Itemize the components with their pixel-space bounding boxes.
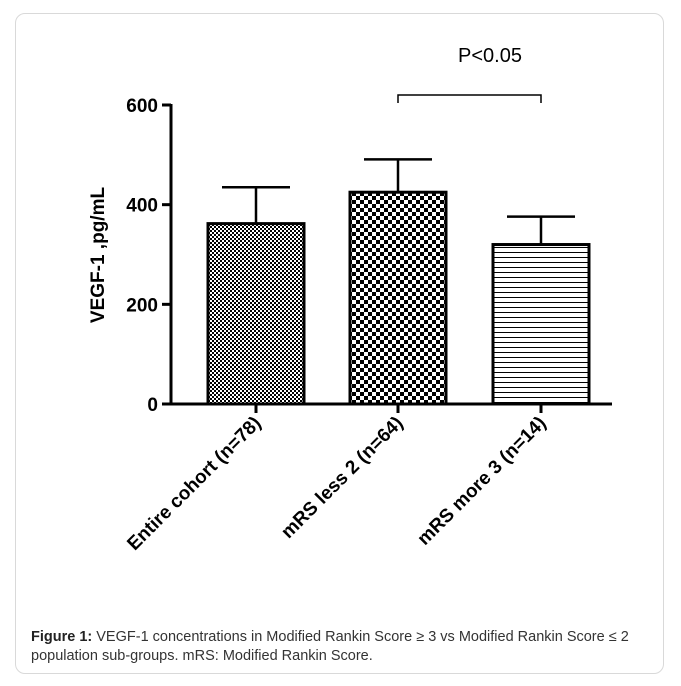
y-tick-label: 200 xyxy=(126,295,158,316)
significance-bracket xyxy=(397,94,542,103)
y-tick-label: 600 xyxy=(126,96,158,117)
p-value-label: P<0.05 xyxy=(458,45,522,67)
x-tick-label: mRS more 3 (n=14) xyxy=(414,413,551,550)
caption-text: VEGF-1 concentrations in Modified Rankin… xyxy=(31,629,629,664)
x-tick-label: Entire cohort (n=78) xyxy=(123,413,265,555)
significance-annotation: P<0.05 xyxy=(397,45,542,103)
y-axis-label: VEGF-1 ,pg/mL xyxy=(88,187,109,324)
bar xyxy=(348,190,448,406)
caption-label: Figure 1: xyxy=(31,629,93,645)
y-tick-label: 0 xyxy=(147,395,158,416)
figure-caption: Figure 1: VEGF-1 concentrations in Modif… xyxy=(31,628,661,666)
x-tick-label: mRS less 2 (n=64) xyxy=(277,413,407,543)
bars xyxy=(206,158,591,406)
bar xyxy=(491,243,591,406)
bar-chart: 0 200 400 600 Entire cohort (n=78) mRS less … xyxy=(88,45,612,555)
y-axis: 0 200 400 600 xyxy=(126,96,173,416)
y-tick-label: 400 xyxy=(126,196,158,217)
bar xyxy=(206,222,306,406)
x-axis: Entire cohort (n=78) mRS less 2 (n=64) mRS… xyxy=(123,402,612,555)
